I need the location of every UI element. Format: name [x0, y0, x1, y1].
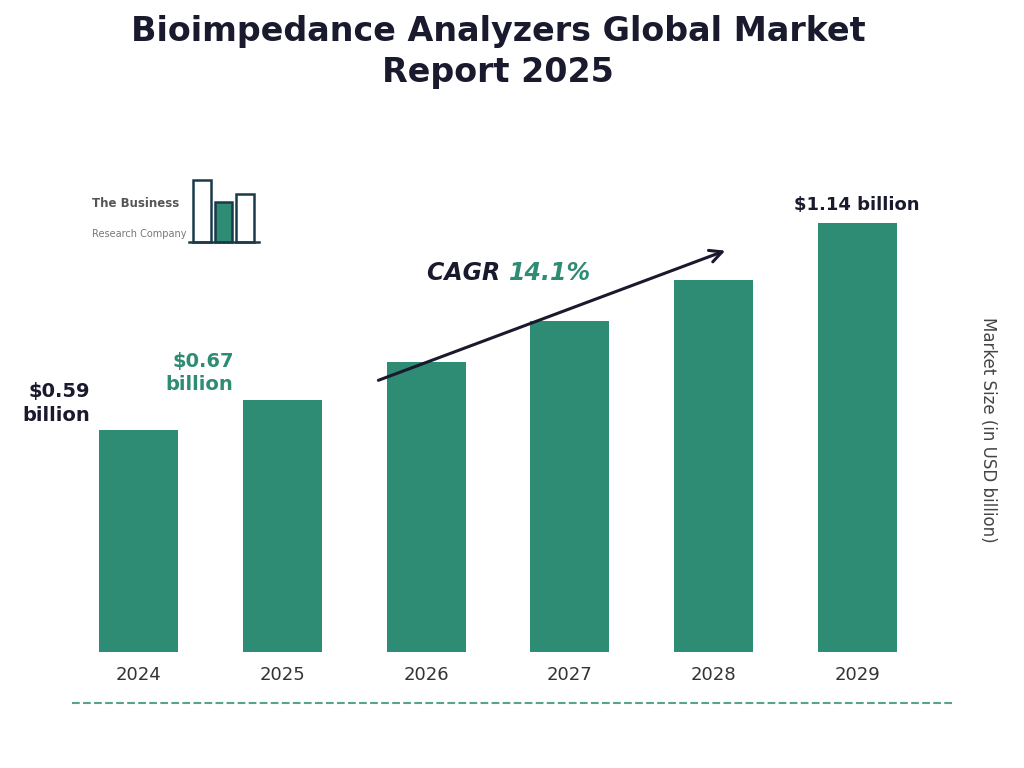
Bar: [818, 223, 897, 652]
Text: $1.14 billion: $1.14 billion: [795, 196, 920, 214]
Text: The Business: The Business: [92, 197, 179, 210]
Title: Bioimpedance Analyzers Global Market
Report 2025: Bioimpedance Analyzers Global Market Rep…: [131, 15, 865, 89]
Text: CAGR: CAGR: [427, 261, 509, 286]
Text: 14.1%: 14.1%: [509, 261, 591, 286]
Text: Market Size (in USD billion): Market Size (in USD billion): [979, 317, 997, 543]
Bar: [194, 180, 211, 242]
Bar: [387, 362, 466, 652]
Text: $0.59
billion: $0.59 billion: [23, 382, 90, 425]
Text: Research Company: Research Company: [92, 229, 186, 240]
Bar: [215, 202, 232, 242]
Bar: [99, 430, 178, 652]
Bar: [530, 321, 609, 652]
Bar: [243, 400, 322, 652]
Bar: [674, 280, 753, 652]
Text: $0.67
billion: $0.67 billion: [166, 352, 233, 395]
Bar: [237, 194, 254, 242]
